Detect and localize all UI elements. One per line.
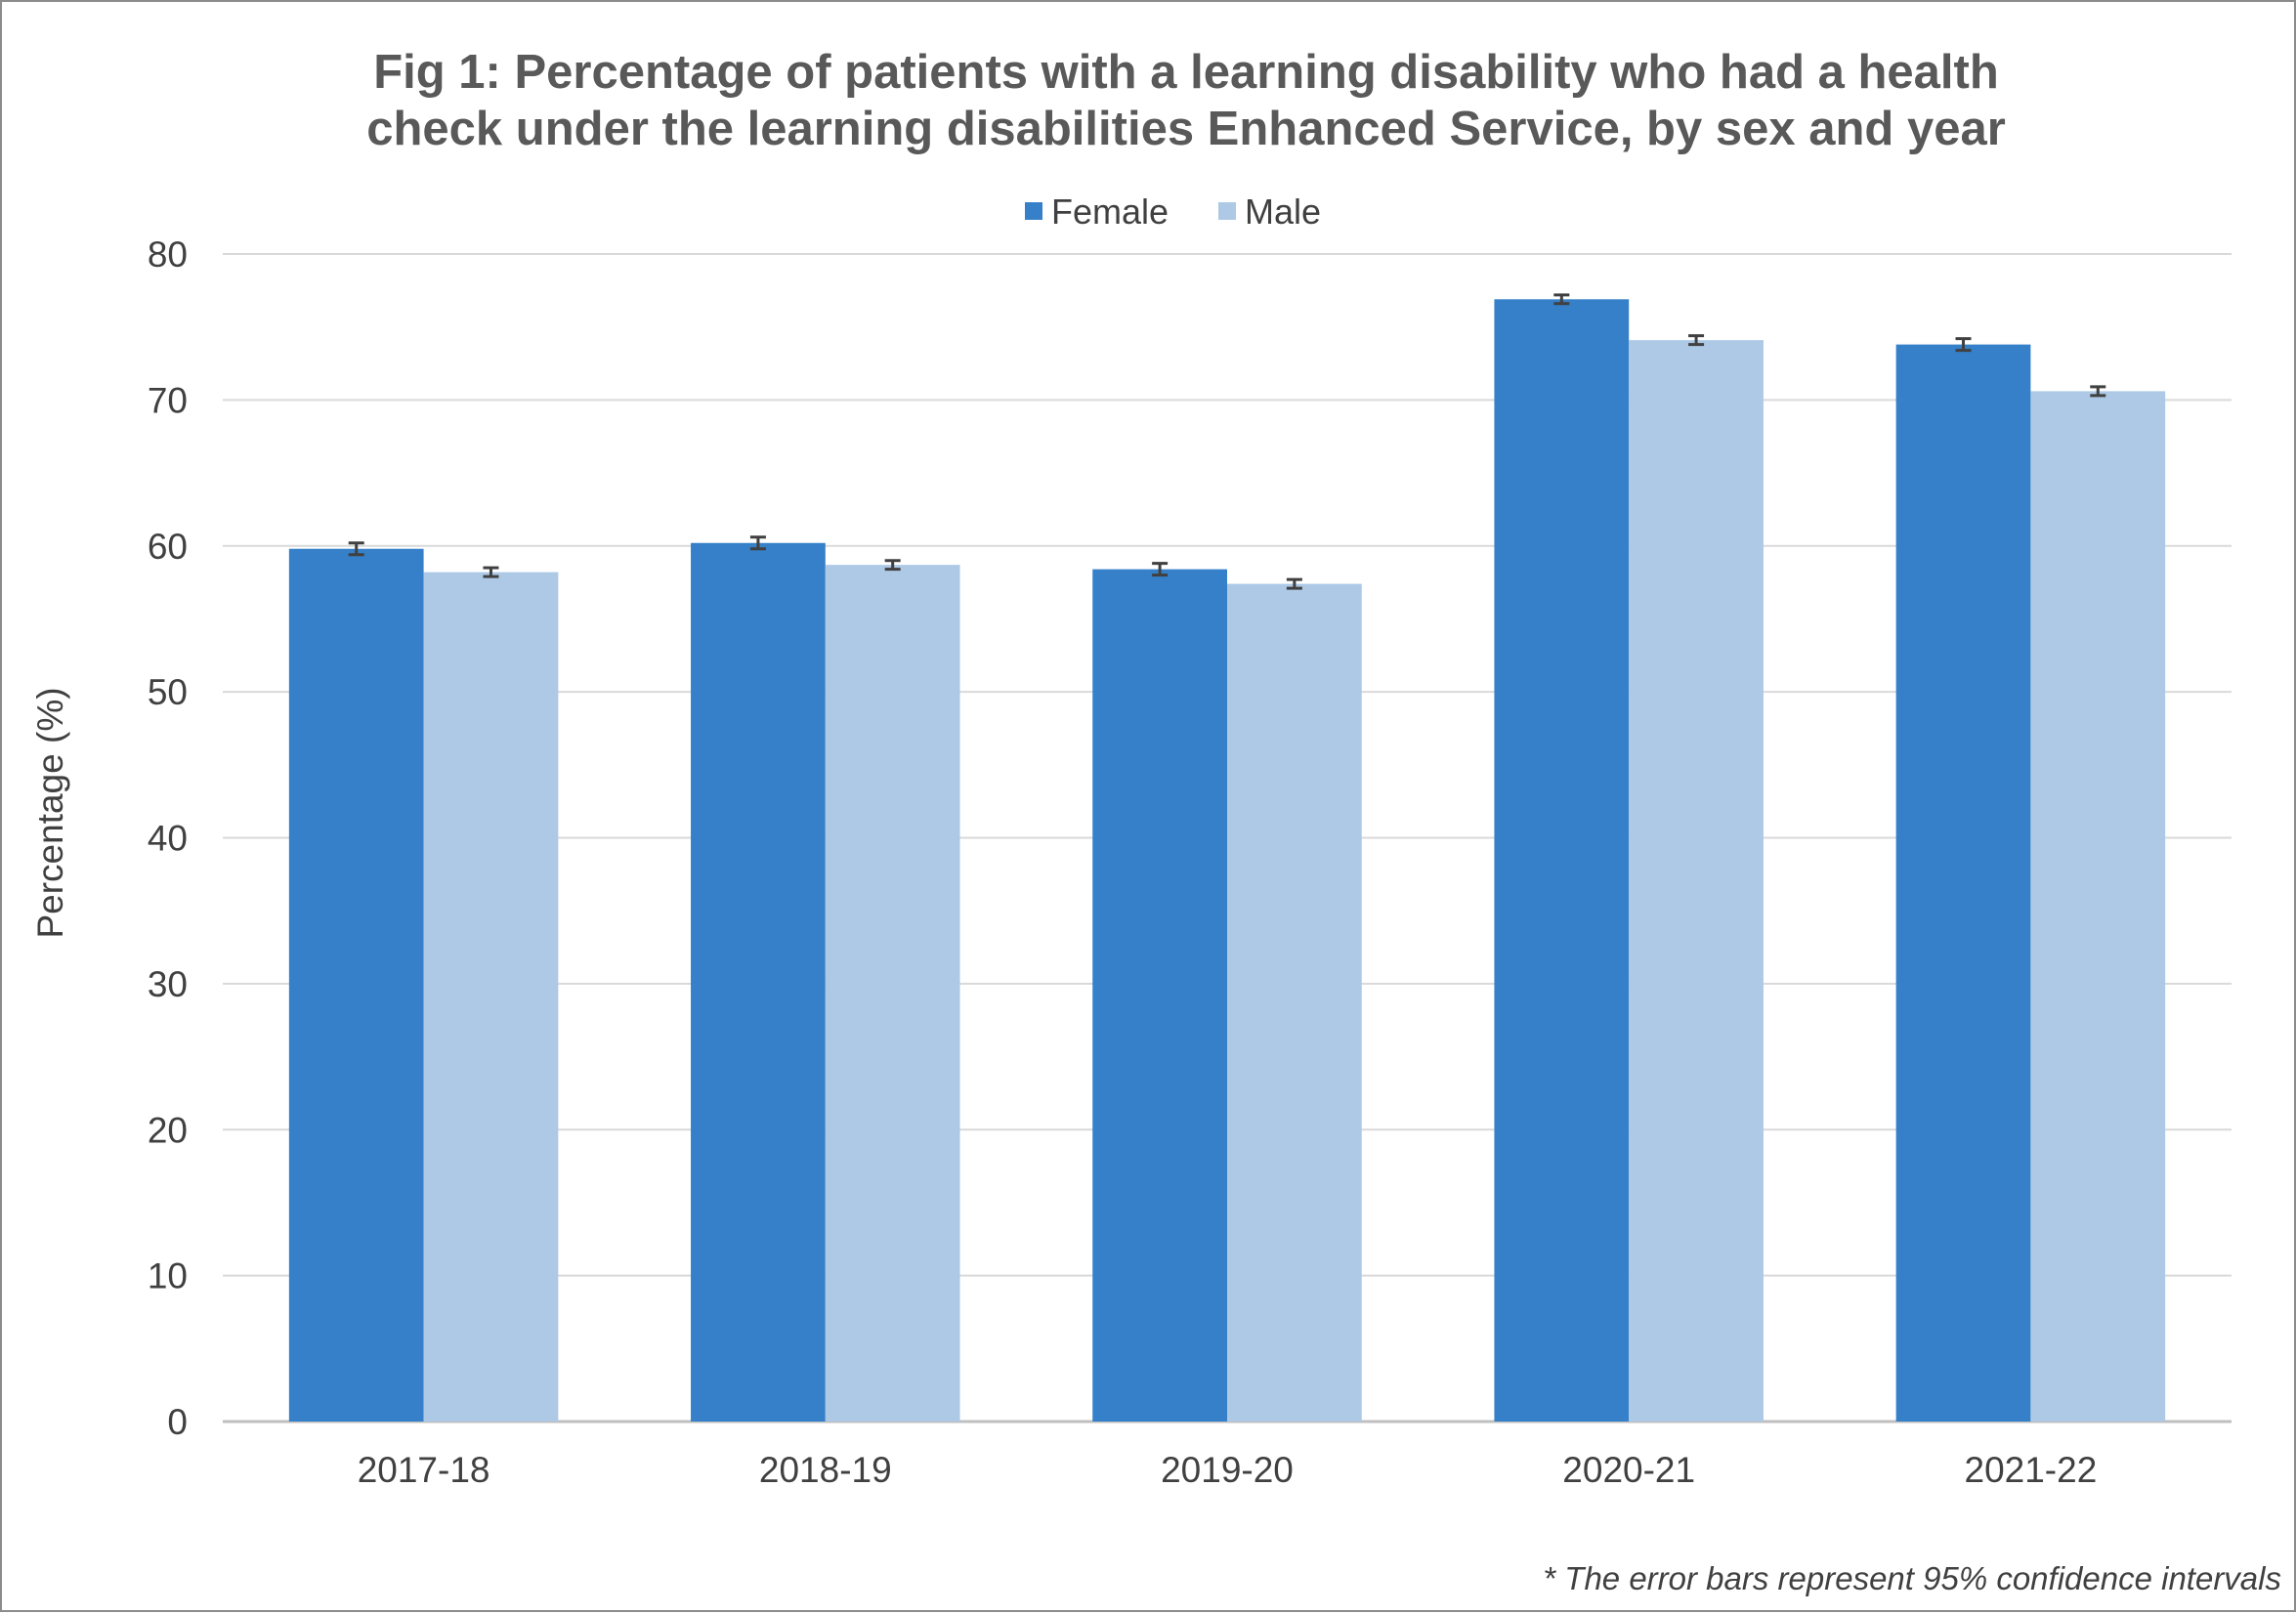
legend: Female Male (1025, 191, 1321, 232)
y-tick-label: 40 (148, 819, 188, 859)
error-bar-male-2021-22 (2090, 385, 2106, 398)
x-tick-label: 2017-18 (358, 1450, 490, 1490)
legend-label-female: Female (1051, 191, 1169, 232)
bar-male-2020-21 (1629, 340, 1764, 1423)
bar-female-2017-18 (288, 548, 424, 1422)
bar-female-2019-20 (1092, 569, 1227, 1422)
y-tick-label: 70 (148, 380, 188, 420)
y-axis-label: Percentage (%) (30, 687, 70, 938)
chart-title-line-2: check under the learning disabilities En… (366, 103, 2006, 155)
y-tick-label: 0 (167, 1402, 188, 1442)
error-bar-male-2018-19 (884, 559, 901, 572)
x-tick-label: 2019-20 (1161, 1450, 1294, 1490)
bar-female-2018-19 (691, 542, 826, 1422)
bar-male-2018-19 (825, 565, 960, 1422)
y-axis-ticks: 0 10 20 30 40 50 60 70 80 (148, 234, 188, 1442)
legend-label-male: Male (1245, 191, 1321, 232)
y-tick-label: 20 (148, 1110, 188, 1150)
x-axis-ticks: 2017-18 2018-19 2019-20 2020-21 2021-22 (358, 1450, 2098, 1490)
chart-title-line-1: Fig 1: Percentage of patients with a lea… (373, 46, 1999, 99)
legend-swatch-female (1025, 202, 1042, 220)
x-tick-label: 2021-22 (1965, 1450, 2098, 1490)
error-bar-female-2017-18 (348, 541, 364, 557)
bar-male-2021-22 (2030, 391, 2166, 1423)
legend-swatch-male (1218, 202, 1236, 220)
y-tick-label: 60 (148, 527, 188, 567)
bar-female-2020-21 (1494, 299, 1630, 1422)
footnote: * The error bars represent 95% confidenc… (1543, 1560, 2281, 1596)
bar-male-2017-18 (423, 572, 559, 1422)
y-tick-label: 30 (148, 964, 188, 1004)
bar-female-2021-22 (1895, 344, 2031, 1422)
y-tick-label: 10 (148, 1256, 188, 1296)
error-bar-female-2018-19 (749, 535, 766, 551)
error-bar-male-2017-18 (483, 566, 499, 578)
error-bar-female-2021-22 (1955, 337, 1972, 353)
x-tick-label: 2018-19 (759, 1450, 892, 1490)
error-bar-male-2019-20 (1286, 577, 1302, 590)
error-bar-male-2020-21 (1688, 334, 1705, 347)
error-bar-female-2019-20 (1152, 562, 1169, 577)
bars (288, 299, 2166, 1423)
bar-male-2019-20 (1227, 583, 1362, 1422)
y-tick-label: 80 (148, 234, 188, 275)
x-tick-label: 2020-21 (1562, 1450, 1695, 1490)
error-bars (348, 293, 2106, 590)
y-tick-label: 50 (148, 672, 188, 712)
error-bar-female-2020-21 (1553, 293, 1570, 306)
